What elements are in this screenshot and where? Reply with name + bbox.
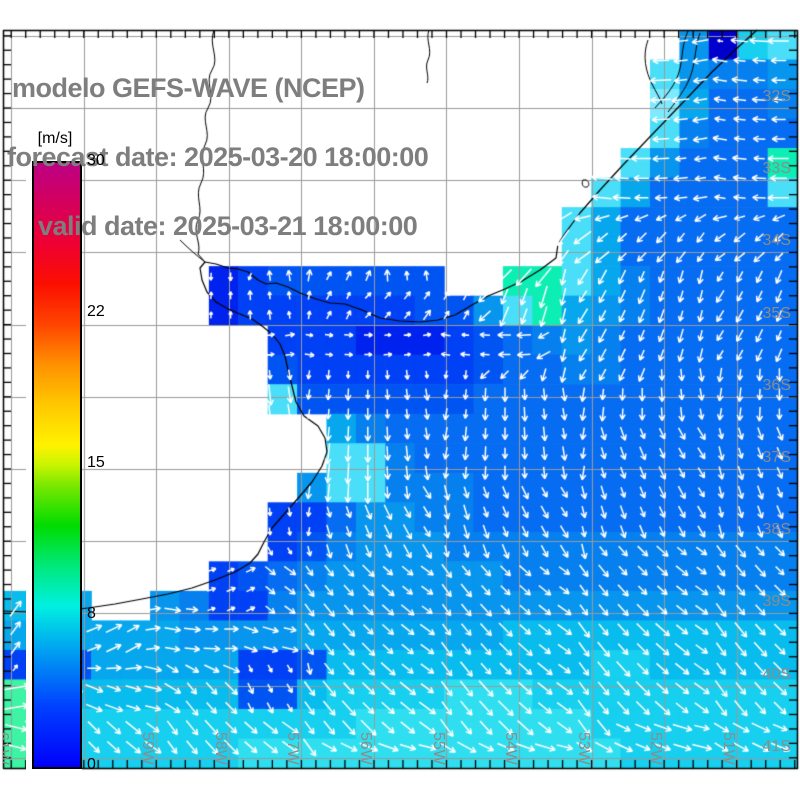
title-valid-line: valid date: 2025-03-21 18:00:00 — [38, 211, 418, 241]
colorbar-unit-label: [m/s] — [37, 130, 73, 147]
colorbar-tick-30: 30 — [87, 152, 105, 169]
colorbar-tick-22: 22 — [87, 303, 105, 320]
colorbar-tick-8: 8 — [87, 605, 96, 622]
colorbar-tick-0: 0 — [87, 756, 96, 773]
plot-title: modelo GEFS-WAVE (NCEP) forecast date: 2… — [7, 31, 429, 284]
colorbar-gradient — [32, 161, 82, 769]
title-model-line: modelo GEFS-WAVE (NCEP) — [12, 73, 365, 103]
colorbar-tick-15: 15 — [87, 454, 105, 471]
title-forecast-line: forecast date: 2025-03-20 18:00:00 — [7, 142, 429, 172]
